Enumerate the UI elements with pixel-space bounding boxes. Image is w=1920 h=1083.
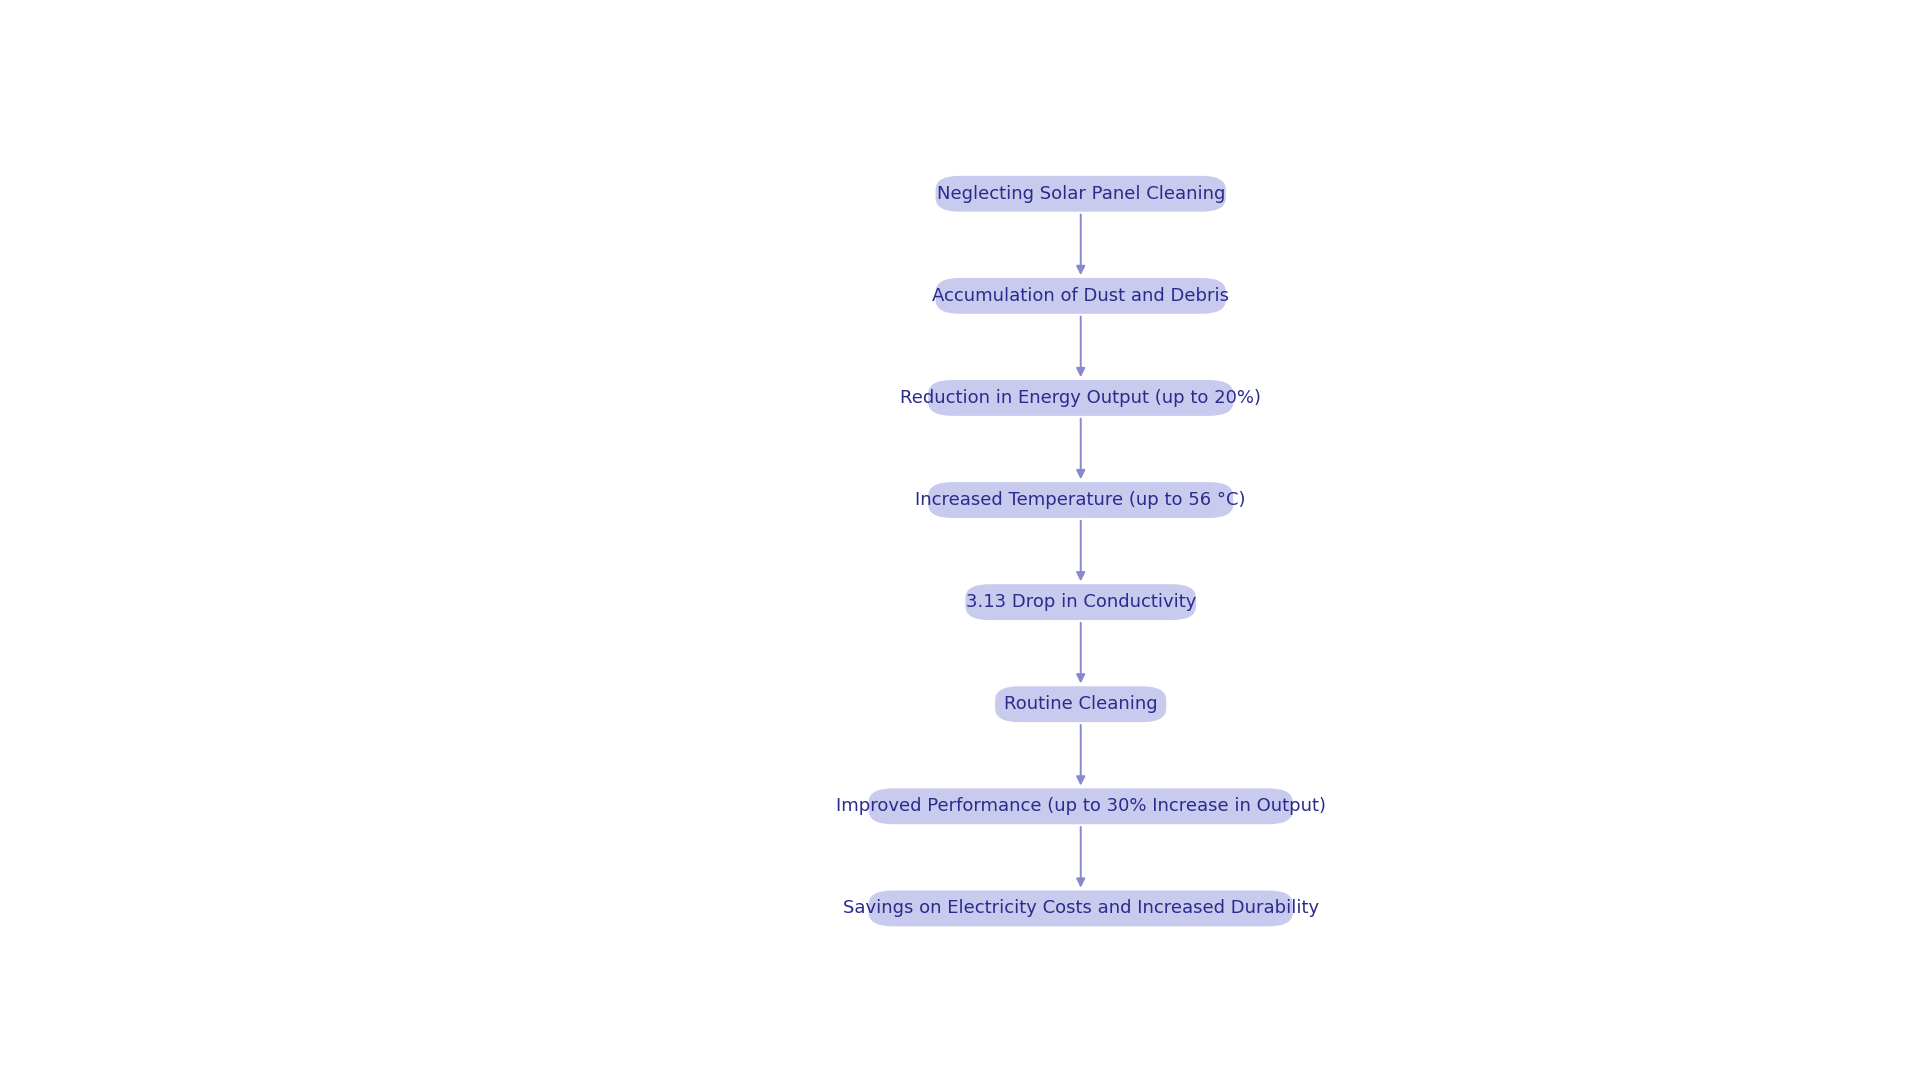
Text: Routine Cleaning: Routine Cleaning [1004,695,1158,714]
Text: Increased Temperature (up to 56 °C): Increased Temperature (up to 56 °C) [916,491,1246,509]
FancyBboxPatch shape [935,175,1225,211]
FancyBboxPatch shape [966,584,1196,621]
Text: Savings on Electricity Costs and Increased Durability: Savings on Electricity Costs and Increas… [843,899,1319,917]
Text: Neglecting Solar Panel Cleaning: Neglecting Solar Panel Cleaning [937,185,1225,203]
FancyBboxPatch shape [995,687,1165,722]
FancyBboxPatch shape [935,278,1225,314]
Text: Reduction in Energy Output (up to 20%): Reduction in Energy Output (up to 20%) [900,389,1261,407]
Text: Accumulation of Dust and Debris: Accumulation of Dust and Debris [933,287,1229,304]
FancyBboxPatch shape [927,380,1233,416]
FancyBboxPatch shape [868,890,1292,926]
Text: 3.13 Drop in Conductivity: 3.13 Drop in Conductivity [966,593,1196,611]
FancyBboxPatch shape [868,788,1292,824]
FancyBboxPatch shape [927,482,1233,518]
Text: Improved Performance (up to 30% Increase in Output): Improved Performance (up to 30% Increase… [835,797,1325,815]
